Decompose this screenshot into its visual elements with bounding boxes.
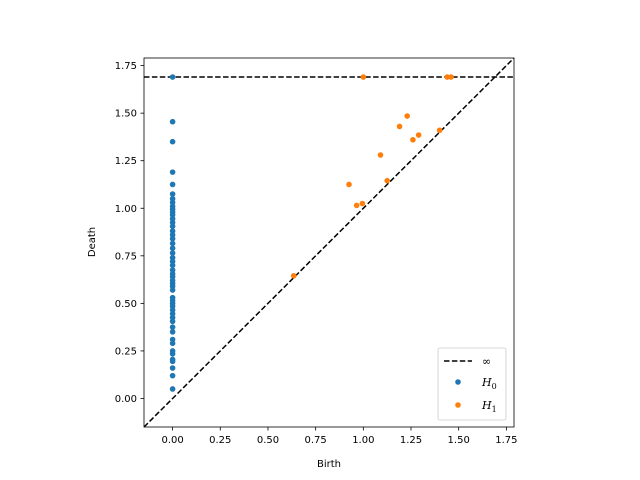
h1-point [436,127,443,134]
h1-point [377,152,384,158]
h0-point [169,240,176,247]
x-axis-title: Birth [317,459,341,470]
y-tick-label: 1.75 [115,61,137,72]
h0-point [169,372,176,379]
h0-point [169,329,176,335]
x-tick-label: 0.00 [161,435,183,446]
h1-point [346,181,352,188]
h1-point [396,123,403,130]
y-tick-label: 0.00 [115,394,137,405]
h0-point [169,169,176,175]
h0-point [169,250,176,256]
h1-point [404,113,410,119]
h0-point [169,262,176,269]
h0-point [169,324,176,330]
y-tick-label: 0.75 [115,251,137,262]
h1-point [353,202,360,209]
plot-frame [143,57,515,428]
legend-h0-swatch [455,379,461,385]
y-tick-label: 0.50 [115,299,137,310]
h0-point [169,365,176,371]
h0-point [169,74,176,80]
h1-point [448,74,454,80]
y-tick-label: 1.50 [115,109,137,120]
h0-point [169,386,176,392]
x-tick-label: 1.50 [448,435,470,446]
y-tick-label: 1.25 [115,156,137,167]
h0-point [169,350,176,357]
h0-point [169,287,176,293]
h0-point [169,245,176,252]
y-tick-label: 0.25 [115,346,137,357]
h1-point [415,132,422,138]
h0-point [169,191,176,197]
h1-point [410,136,416,143]
x-tick-label: 1.00 [352,435,374,446]
x-tick-label: 1.75 [495,435,517,446]
legend-box [437,347,507,421]
legend-infinity-label: ∞ [482,355,491,368]
y-tick-label: 1.00 [115,204,137,215]
legend-h1-swatch [455,402,461,408]
y-axis-title: Death [87,227,98,257]
x-tick-label: 0.25 [209,435,231,446]
h0-point [169,340,176,347]
h0-point [169,138,176,145]
h1-point [384,177,390,184]
h1-point [290,272,297,279]
h0-point [169,358,176,365]
legend-h1-label: H1 [481,399,497,414]
h0-point [169,235,176,242]
diagonal-line [144,58,514,427]
x-tick-label: 0.75 [305,435,327,446]
h0-point [169,118,176,125]
h0-point [169,223,176,230]
h1-point [359,200,366,207]
h0-point [169,181,176,188]
legend: ∞ H0 H1 [437,347,507,421]
x-tick-label: 0.50 [257,435,279,446]
legend-h0-label: H0 [481,376,497,391]
x-tick-label: 1.25 [400,435,422,446]
h1-point [360,74,367,80]
h0-point [169,318,176,325]
